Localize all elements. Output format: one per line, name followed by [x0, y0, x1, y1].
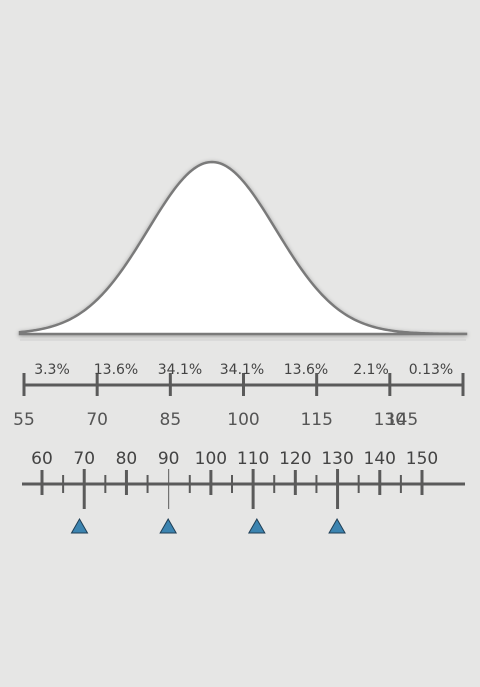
percentage-scale-ticks — [22, 373, 465, 396]
scale1-tick-label: 55 — [13, 410, 35, 430]
scale1-tick-label: 70 — [86, 410, 108, 430]
pct-label: 3.3% — [34, 362, 70, 378]
scale1-tick-label: 145 — [386, 410, 418, 430]
scale2-tick-label: 80 — [116, 449, 138, 469]
score-marker-triangle — [328, 517, 346, 534]
pct-label: 13.6% — [284, 362, 328, 378]
score-marker-triangle — [70, 517, 89, 534]
scale2-tick-label: 70 — [73, 449, 95, 469]
scale2-tick-label: 90 — [158, 449, 180, 469]
scale2-tick-label: 150 — [406, 449, 438, 469]
score-scale-ticks — [40, 469, 424, 509]
scale2-tick-label: 130 — [321, 449, 353, 469]
pct-label: 34.1% — [220, 362, 264, 378]
scale2-tick-label: 120 — [279, 449, 311, 469]
scale2-tick-label: 110 — [237, 449, 269, 469]
scale1-tick-label: 100 — [227, 410, 259, 430]
score-markers — [70, 517, 346, 534]
pct-label: 2.1% — [353, 362, 389, 378]
score-marker-triangle — [247, 517, 266, 534]
percentage-labels: 3.3% 13.6% 34.1% 34.1% 13.6% 2.1% 0.13% — [34, 362, 453, 378]
percentage-scale-tick-labels: 55 70 85 100 115 130 145 — [13, 410, 418, 430]
score-marker-triangle — [159, 517, 178, 534]
scale2-tick-label: 60 — [31, 449, 53, 469]
pct-label: 34.1% — [158, 362, 202, 378]
scale2-tick-label: 100 — [195, 449, 227, 469]
scale1-tick-label: 130 — [374, 410, 406, 430]
pct-label: 13.6% — [94, 362, 138, 378]
bell-curve — [18, 160, 468, 336]
score-scale-tick-labels: 60 70 80 90 100 110 120 130 140 150 — [31, 449, 438, 469]
scale1-tick-label: 115 — [300, 410, 332, 430]
percentage-scale: 3.3% 13.6% 34.1% 34.1% 13.6% 2.1% 0.13% … — [13, 362, 465, 430]
pct-label: 0.13% — [409, 362, 453, 378]
score-scale: 60 70 80 90 100 110 120 130 140 150 — [22, 449, 465, 534]
scale1-tick-label: 85 — [160, 410, 182, 430]
scale2-tick-label: 140 — [364, 449, 396, 469]
